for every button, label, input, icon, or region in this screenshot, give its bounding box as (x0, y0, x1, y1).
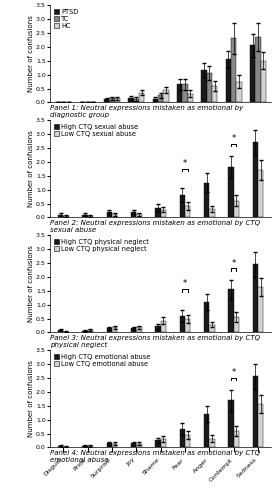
Bar (234, 317, 239, 332)
Bar (128, 98, 134, 102)
Bar (88, 446, 93, 448)
Bar (58, 330, 63, 332)
Bar (63, 447, 69, 448)
Bar (228, 290, 234, 333)
Legend: High CTQ sexual abuse, Low CTQ sexual abuse: High CTQ sexual abuse, Low CTQ sexual ab… (53, 124, 139, 138)
Bar (112, 444, 117, 448)
Bar (228, 400, 234, 448)
Bar (107, 212, 112, 218)
Bar (258, 170, 263, 218)
Text: *: * (232, 134, 236, 143)
Bar (112, 328, 117, 332)
Bar (131, 444, 136, 448)
Text: *: * (232, 258, 236, 268)
Bar (58, 446, 63, 448)
Bar (107, 444, 112, 448)
Bar (255, 37, 261, 102)
Bar (185, 319, 190, 332)
Bar (161, 210, 166, 218)
Bar (212, 86, 217, 102)
Bar (131, 328, 136, 332)
Bar (131, 212, 136, 218)
Text: *: * (183, 159, 187, 168)
Bar (58, 214, 63, 218)
Bar (236, 82, 242, 102)
Text: *: * (183, 280, 187, 288)
Bar (182, 84, 188, 102)
Bar (180, 195, 185, 218)
Bar (88, 330, 93, 332)
Y-axis label: Number of confusions: Number of confusions (29, 16, 34, 92)
Bar (104, 99, 109, 102)
Text: Panel 3: Neutral expressions mistaken as emotional by CTQ physical neglect: Panel 3: Neutral expressions mistaken as… (50, 335, 260, 348)
Bar (112, 214, 117, 218)
Bar (155, 326, 161, 332)
Bar (161, 439, 166, 448)
Bar (204, 414, 209, 448)
Bar (226, 60, 231, 102)
Bar (153, 99, 158, 102)
Text: Panel 4: Neutral expressions mistaken as emotional by CTQ emotional abuse: Panel 4: Neutral expressions mistaken as… (50, 450, 260, 463)
Legend: PTSD, TC, HC: PTSD, TC, HC (53, 8, 79, 29)
Y-axis label: Number of confusions: Number of confusions (29, 130, 34, 207)
Bar (180, 430, 185, 448)
Bar (204, 182, 209, 218)
Bar (82, 214, 88, 218)
Text: *: * (232, 368, 236, 377)
Y-axis label: Number of confusions: Number of confusions (29, 360, 34, 437)
Bar (107, 328, 112, 332)
Bar (82, 446, 88, 448)
Bar (258, 404, 263, 448)
Bar (253, 264, 258, 332)
Bar (180, 316, 185, 332)
Bar (82, 331, 88, 332)
Bar (261, 60, 266, 102)
Bar (228, 168, 234, 218)
Bar (209, 324, 215, 332)
Bar (209, 209, 215, 218)
Bar (163, 90, 169, 102)
Bar (234, 432, 239, 448)
Bar (253, 376, 258, 448)
Legend: High CTQ physical neglect, Low CTQ physical neglect: High CTQ physical neglect, Low CTQ physi… (53, 238, 150, 252)
Bar (185, 206, 190, 218)
Legend: High CTQ emotional abuse, Low CTQ emotional abuse: High CTQ emotional abuse, Low CTQ emotio… (53, 354, 151, 368)
Bar (109, 98, 115, 102)
Text: Panel 2: Neutral expressions mistaken as emotional by CTQ sexual abuse: Panel 2: Neutral expressions mistaken as… (50, 220, 260, 233)
Bar (136, 328, 142, 332)
Bar (115, 98, 120, 102)
Bar (161, 321, 166, 332)
Bar (88, 216, 93, 218)
Bar (134, 99, 139, 102)
Bar (188, 94, 193, 102)
Bar (155, 440, 161, 448)
Bar (204, 302, 209, 332)
Bar (234, 201, 239, 218)
Bar (63, 216, 69, 218)
Bar (231, 38, 236, 102)
Bar (158, 96, 163, 102)
Bar (139, 92, 144, 102)
Bar (155, 208, 161, 218)
Text: Panel 1: Neutral expressions mistaken as emotional by diagnostic group: Panel 1: Neutral expressions mistaken as… (50, 105, 243, 118)
Bar (209, 438, 215, 448)
Bar (207, 73, 212, 102)
Bar (258, 288, 263, 333)
Y-axis label: Number of confusions: Number of confusions (29, 246, 34, 322)
Bar (136, 444, 142, 448)
Bar (201, 70, 207, 102)
Bar (253, 142, 258, 218)
Bar (136, 214, 142, 218)
Bar (250, 46, 255, 102)
Bar (185, 435, 190, 448)
Bar (177, 84, 182, 102)
